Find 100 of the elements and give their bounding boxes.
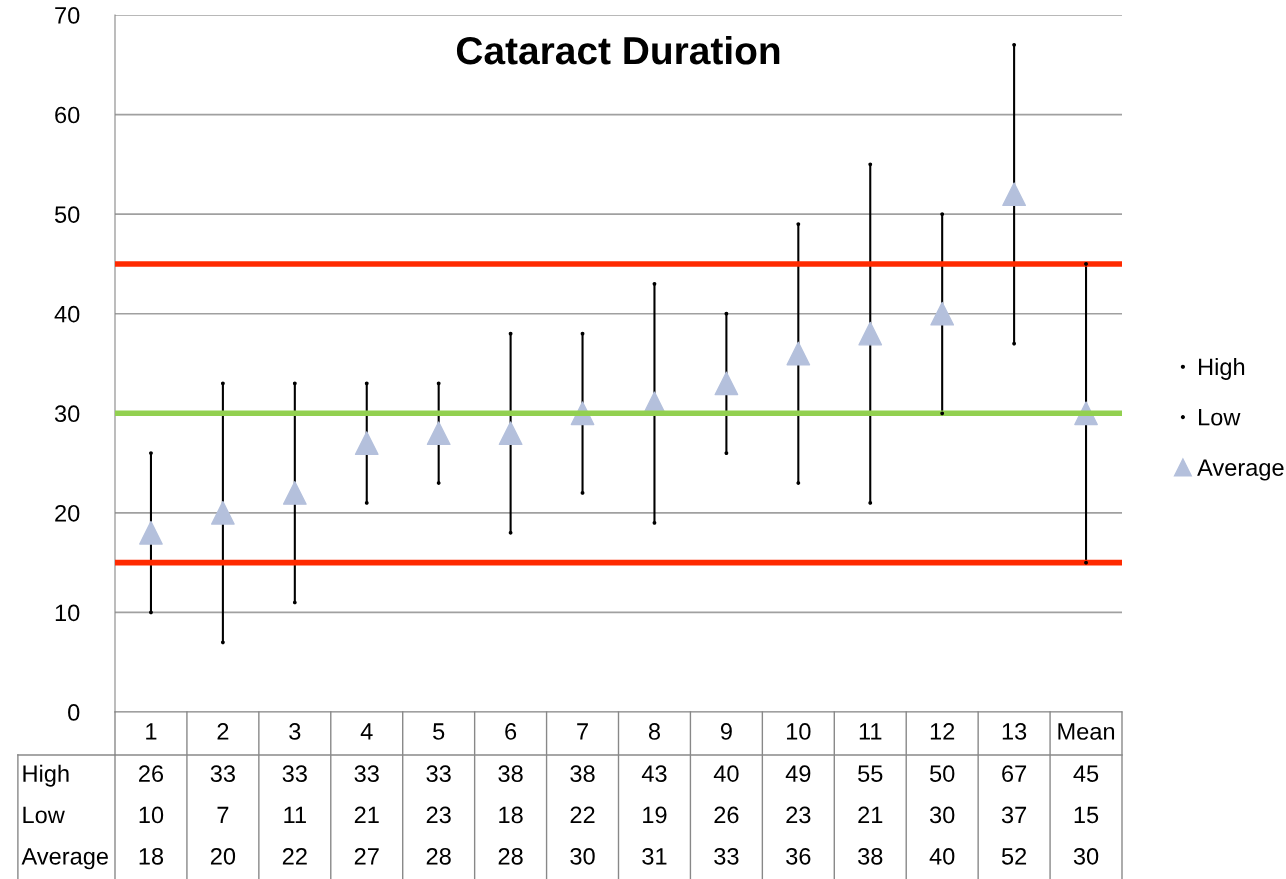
point	[508, 530, 513, 535]
y-tick-label: 0	[68, 704, 80, 721]
data-label: 23	[786, 806, 811, 824]
point	[940, 212, 945, 217]
x-tick-label: 3	[289, 723, 301, 740]
point	[868, 501, 873, 505]
data-label: 45	[1073, 765, 1099, 782]
data-label: 18	[499, 806, 523, 824]
text: Average	[21, 848, 108, 870]
data-label: 21	[354, 806, 379, 824]
data-label: 38	[570, 765, 595, 782]
point	[364, 501, 369, 505]
y-tick-label: 10	[55, 604, 80, 622]
data-label: 33	[282, 765, 307, 782]
point	[786, 341, 811, 366]
point	[1084, 560, 1088, 565]
point	[580, 491, 585, 495]
chart-title: Cataract Duration	[456, 35, 780, 65]
point	[930, 301, 955, 326]
point	[220, 381, 225, 386]
data-label: 30	[570, 847, 595, 865]
data-label: 28	[498, 847, 523, 865]
point	[508, 331, 513, 336]
text: High	[23, 764, 69, 787]
point	[292, 381, 297, 386]
point	[139, 520, 163, 545]
legend-label: High	[1199, 357, 1245, 380]
data-label: 55	[858, 765, 883, 782]
y-tick-label: 50	[54, 206, 80, 223]
data-label: 15	[1074, 806, 1099, 824]
point	[714, 371, 739, 396]
data-label: 50	[929, 765, 955, 782]
point	[149, 610, 153, 615]
data-label: 33	[426, 765, 451, 782]
data-label: 30	[929, 806, 955, 824]
point	[1002, 182, 1026, 207]
text: Low	[23, 806, 65, 824]
point	[149, 451, 153, 456]
point	[796, 481, 801, 485]
data-label: 21	[858, 806, 883, 824]
point	[211, 500, 235, 525]
x-tick-label: 10	[786, 723, 811, 740]
data-label: 33	[210, 765, 235, 782]
x-tick-label: 2	[217, 723, 229, 740]
data-label: 33	[714, 847, 739, 865]
y-tick-label: 40	[54, 305, 80, 323]
x-tick-label: 12	[930, 723, 955, 740]
x-tick-label: 4	[360, 723, 373, 740]
data-label: 27	[354, 847, 379, 865]
x-tick-label: Mean	[1058, 723, 1115, 740]
data-label: 33	[354, 765, 379, 782]
legend-label: Average	[1197, 459, 1284, 481]
point	[426, 421, 451, 446]
point	[282, 481, 307, 505]
y-tick-label: 70	[55, 7, 80, 24]
point	[868, 162, 873, 167]
data-label: 40	[713, 765, 739, 782]
point	[1084, 262, 1088, 266]
data-label: 26	[714, 806, 739, 824]
data-label: 38	[498, 765, 523, 782]
x-tick-label: 8	[648, 723, 660, 740]
data-label: 31	[642, 847, 667, 865]
data-label: 67	[1002, 765, 1027, 782]
data-label: 11	[284, 806, 306, 824]
y-tick-label: 20	[55, 504, 80, 522]
point	[364, 381, 369, 386]
x-tick-label: 1	[146, 723, 157, 740]
point	[724, 311, 729, 316]
point	[292, 600, 297, 605]
point	[436, 381, 441, 386]
point	[940, 411, 945, 416]
point	[220, 640, 225, 645]
point	[652, 520, 657, 525]
y-tick-label: 60	[55, 106, 80, 124]
y-tick-label: 30	[54, 405, 80, 423]
data-label: 28	[426, 847, 451, 865]
data-label: 20	[210, 847, 236, 865]
data-label: 18	[139, 847, 164, 865]
point	[1012, 341, 1017, 346]
x-tick-label: 5	[433, 723, 445, 740]
data-label: 40	[929, 847, 955, 865]
point	[498, 421, 523, 446]
point	[354, 431, 379, 456]
data-label: 52	[1001, 847, 1027, 865]
data-label: 30	[1073, 847, 1099, 865]
data-label: 26	[139, 765, 164, 782]
x-tick-label: 9	[720, 723, 732, 740]
x-tick-label: 6	[505, 723, 517, 740]
point	[436, 481, 441, 485]
point	[796, 222, 801, 226]
x-tick-label: 11	[859, 723, 882, 740]
data-label: 37	[1001, 806, 1027, 824]
point	[580, 331, 585, 336]
point	[858, 321, 883, 346]
point	[1012, 42, 1017, 47]
data-label: 43	[641, 765, 667, 782]
data-label: 36	[786, 847, 811, 865]
data-label: 38	[858, 847, 883, 865]
x-tick-label: 7	[577, 723, 588, 740]
data-label: 10	[139, 806, 164, 824]
